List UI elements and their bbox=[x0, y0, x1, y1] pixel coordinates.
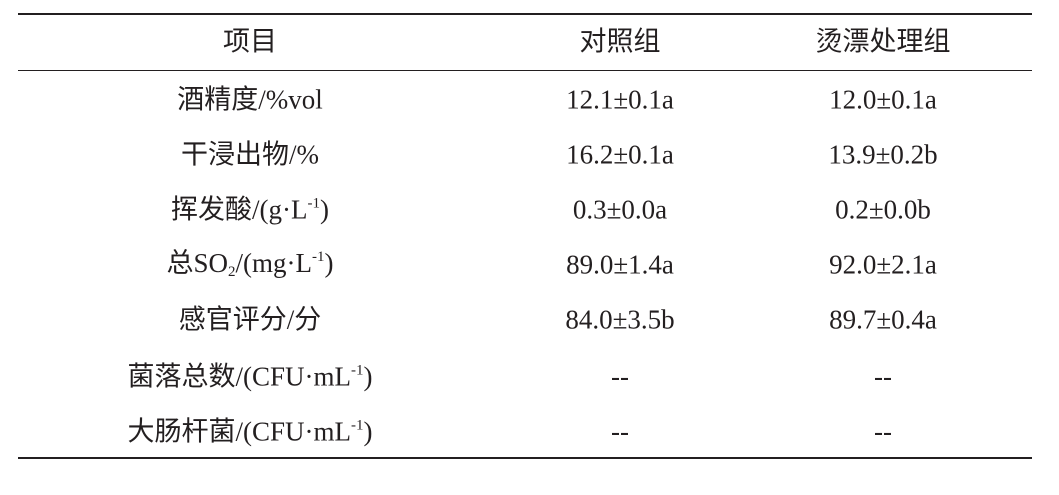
superscript: -1 bbox=[351, 417, 364, 434]
treated-cell: -- bbox=[874, 416, 892, 447]
superscript: -1 bbox=[351, 362, 364, 379]
header-cell: 烫漂处理组 bbox=[815, 26, 951, 57]
top-rule bbox=[18, 13, 1032, 15]
subscript: 2 bbox=[228, 264, 236, 280]
superscript: -1 bbox=[307, 195, 320, 212]
treated-cell: 0.2±0.0b bbox=[835, 194, 931, 225]
item-text: 挥发酸/(g·L bbox=[171, 194, 308, 225]
item-cell: 挥发酸/(g·L-1) bbox=[171, 194, 329, 225]
control-cell: 0.3±0.0a bbox=[572, 194, 668, 225]
item-text: ) bbox=[319, 194, 329, 225]
item-text: ) bbox=[324, 248, 334, 278]
header-rule bbox=[18, 70, 1032, 71]
control-cell: -- bbox=[611, 361, 629, 392]
item-text: ) bbox=[363, 416, 373, 447]
control-cell: 12.1±0.1a bbox=[566, 84, 674, 115]
superscript: -1 bbox=[312, 249, 325, 265]
item-cell: 大肠杆菌/(CFU·mL-1) bbox=[127, 416, 373, 447]
treated-cell: 92.0±2.1a bbox=[829, 249, 937, 280]
item-cell: 感官评分/分 bbox=[178, 304, 322, 335]
item-text: 菌落总数/(CFU·mL bbox=[127, 361, 352, 392]
treated-cell: 13.9±0.2b bbox=[828, 139, 938, 170]
control-cell: 84.0±3.5b bbox=[565, 304, 675, 335]
item-text: 总SO bbox=[166, 248, 229, 278]
treated-cell: 12.0±0.1a bbox=[829, 84, 937, 115]
item-cell: 酒精度/%vol bbox=[177, 84, 323, 115]
header-cell: 对照组 bbox=[579, 26, 661, 57]
control-cell: 16.2±0.1a bbox=[566, 139, 674, 170]
control-cell: 89.0±1.4a bbox=[566, 249, 674, 280]
item-text: 感官评分/分 bbox=[178, 304, 322, 335]
treated-cell: -- bbox=[874, 361, 892, 392]
bottom-rule bbox=[18, 457, 1032, 459]
header-cell: 项目 bbox=[223, 26, 277, 57]
item-text: 大肠杆菌/(CFU·mL bbox=[127, 416, 352, 447]
item-text: ) bbox=[363, 361, 373, 392]
control-cell: -- bbox=[611, 416, 629, 447]
item-text: 酒精度/%vol bbox=[177, 84, 323, 115]
item-text: 干浸出物/% bbox=[181, 139, 319, 170]
treated-cell: 89.7±0.4a bbox=[829, 304, 937, 335]
item-cell: 菌落总数/(CFU·mL-1) bbox=[127, 361, 373, 392]
item-cell: 总SO2/(mg·L-1) bbox=[167, 250, 334, 280]
item-cell: 干浸出物/% bbox=[181, 139, 319, 170]
item-text: /(mg·L bbox=[235, 248, 312, 278]
